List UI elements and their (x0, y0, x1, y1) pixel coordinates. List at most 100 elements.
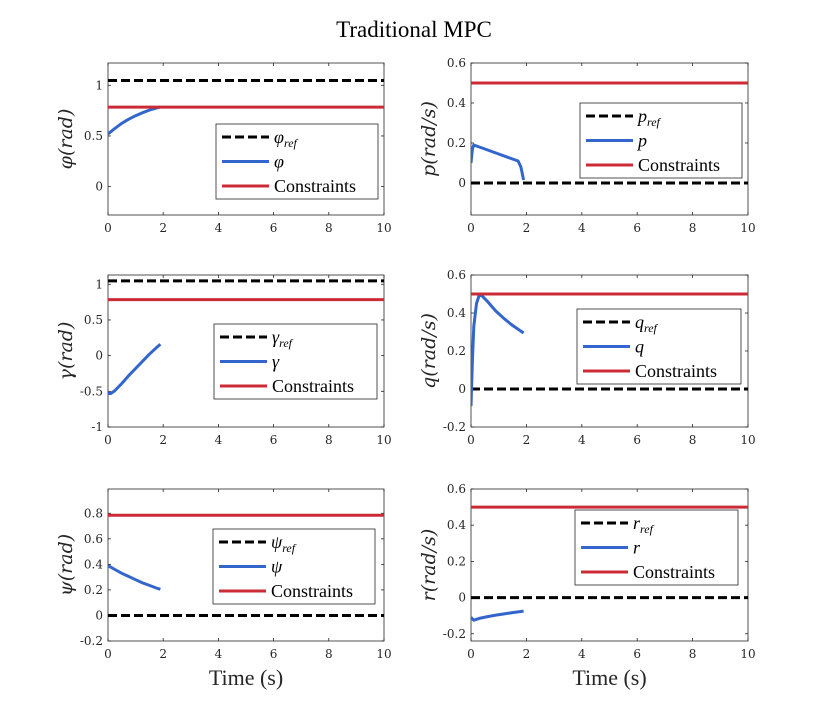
series-line (108, 105, 161, 136)
y-tick-label: 0.6 (84, 532, 103, 546)
x-tick-label: 2 (523, 647, 531, 661)
x-tick-label: 6 (633, 221, 641, 235)
y-tick-label: 0.2 (447, 136, 466, 150)
legend-label: p (636, 131, 647, 151)
subplot-q: 0 2 4 6 8 10-0.200.20.40.6q(rad/s) qrefqConstr… (418, 268, 756, 447)
legend-subscript: ref (647, 115, 662, 129)
y-tick-label: 0.4 (447, 96, 466, 110)
y-tick-label: 0.6 (447, 482, 466, 496)
x-tick-label: 6 (270, 647, 278, 661)
x-tick-label: 8 (689, 221, 697, 235)
y-tick-label: 0.8 (84, 506, 103, 520)
y-tick-label: 0.5 (84, 129, 103, 143)
x-tick-label: 10 (376, 433, 391, 447)
x-tick-label: 4 (578, 433, 586, 447)
y-tick-label: 0.4 (447, 306, 466, 320)
legend-label: Constraints (274, 176, 356, 196)
series-line (108, 343, 162, 395)
series-group (108, 513, 384, 617)
legend-label: φ (274, 152, 284, 172)
legend-label: ψ (271, 557, 283, 577)
legend-label: qref (635, 312, 659, 335)
x-axis-label: Time (s) (572, 665, 646, 690)
x-tick-label: 4 (215, 433, 223, 447)
x-tick-label: 10 (740, 647, 755, 661)
x-tick-label: 4 (578, 221, 586, 235)
x-tick-label: 8 (325, 647, 333, 661)
x-tick-label: 0 (467, 647, 475, 661)
y-axis-label: ψ(rad) (55, 534, 77, 596)
y-tick-label: -0.2 (80, 634, 103, 648)
y-tick-label: 1 (95, 277, 103, 291)
x-tick-label: 8 (689, 647, 697, 661)
y-axis-label: r(rad/s) (418, 529, 440, 602)
legend-subscript: ref (640, 522, 655, 536)
x-tick-label: 2 (523, 433, 531, 447)
subplot-psi: 0 2 4 6 8 10-0.200.20.40.60.8ψ(rad)Time (s)ψr… (55, 488, 392, 690)
y-tick-label: 0 (95, 349, 103, 363)
x-tick-label: 0 (104, 221, 112, 235)
x-tick-label: 4 (215, 647, 223, 661)
x-tick-label: 6 (270, 433, 278, 447)
x-tick-label: 6 (633, 647, 641, 661)
legend-label: Constraints (635, 361, 717, 381)
x-tick-label: 0 (104, 433, 112, 447)
series-line (471, 293, 525, 407)
series-group (471, 81, 748, 185)
y-tick-label: 0.6 (447, 268, 466, 282)
series-line (471, 609, 524, 622)
y-tick-label: 0.2 (84, 583, 103, 597)
x-tick-label: 8 (325, 221, 333, 235)
x-tick-label: 0 (104, 647, 112, 661)
x-tick-label: 6 (633, 433, 641, 447)
y-tick-label: -0.2 (443, 627, 466, 641)
x-tick-label: 8 (325, 433, 333, 447)
legend-label: r (633, 538, 641, 558)
legend-subscript: ref (282, 541, 297, 555)
y-tick-label: 0.4 (84, 557, 103, 571)
series-line (471, 143, 526, 181)
x-tick-label: 8 (689, 433, 697, 447)
y-tick-label: -0.2 (443, 420, 466, 434)
x-tick-label: 2 (523, 221, 531, 235)
x-tick-label: 10 (740, 221, 755, 235)
series-line (108, 564, 161, 591)
y-tick-label: 0 (458, 176, 466, 190)
y-tick-label: 0.2 (447, 344, 466, 358)
x-tick-label: 2 (159, 221, 167, 235)
x-tick-label: 10 (376, 221, 391, 235)
legend-label: γ (272, 352, 280, 372)
y-tick-label: 0 (458, 591, 466, 605)
x-tick-label: 10 (376, 647, 391, 661)
y-tick-label: 0.5 (84, 313, 103, 327)
legend-label: Constraints (638, 155, 720, 175)
legend-label: Constraints (271, 581, 353, 601)
x-tick-label: 2 (159, 647, 167, 661)
legend-subscript: ref (284, 136, 299, 150)
series-group (108, 79, 384, 136)
legend-subscript: ref (644, 321, 659, 335)
x-tick-label: 4 (215, 221, 223, 235)
x-tick-label: 6 (270, 221, 278, 235)
x-tick-label: 0 (467, 433, 475, 447)
series-group (471, 505, 748, 622)
y-tick-label: -1 (91, 420, 103, 434)
series-group (108, 279, 384, 395)
y-tick-label: -0.5 (80, 384, 103, 398)
x-axis-label: Time (s) (209, 665, 283, 690)
legend-label: Constraints (272, 376, 354, 396)
x-tick-label: 4 (578, 647, 586, 661)
y-tick-label: 1 (95, 78, 103, 92)
y-tick-label: 0.4 (447, 518, 466, 532)
y-axis-label: γ(rad) (55, 322, 77, 381)
x-tick-label: 0 (467, 221, 475, 235)
